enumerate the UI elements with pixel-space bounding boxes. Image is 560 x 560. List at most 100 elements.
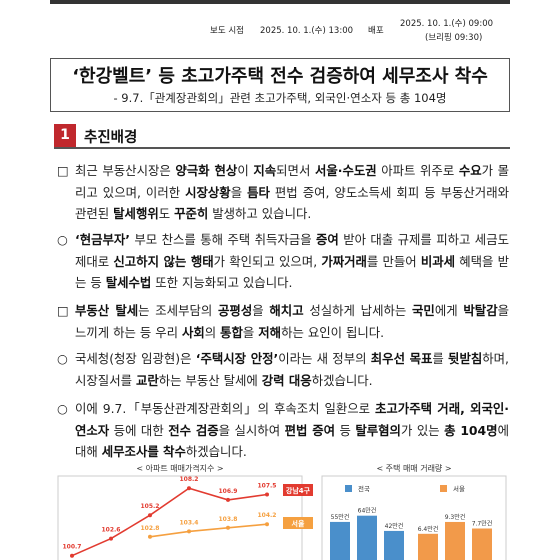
text-run: ‘현금부자’ [75,232,131,247]
briefing-time: (브리핑 09:30) [425,33,483,43]
text-run: 발생하고 있습니다. [208,206,312,221]
distribution-time: 2025. 10. 1.(수) 09:00 [400,19,494,29]
data-label: 55만건 [331,513,350,521]
text-run: 서울·수도권 [314,163,377,178]
data-label: 64만건 [358,507,377,515]
text-run: 탈세행위 [113,206,159,221]
data-label: 9.3만건 [445,513,466,521]
point [265,492,269,497]
paragraph-text: 최근 부동산시장은 양극화 현상이 지속되면서 서울·수도권 아파트 위주로 수… [75,160,509,225]
text-run: 신고하지 않는 행태 [113,253,214,269]
legend-label: 전국 [358,484,370,493]
text-run: 꾸준히 [174,206,209,221]
point [148,513,152,518]
text-run: 등 [335,422,356,438]
data-label: 103.8 [219,516,238,523]
text-run: 공평성 [218,303,253,318]
point [265,522,269,527]
text-run: 하는 요인이 됩니다. [281,324,385,340]
text-run: 에게 [434,303,464,318]
bullet: ○ [57,401,68,416]
text-run: 틈타 [247,184,270,200]
bullet: □ [57,303,69,318]
bar [357,515,377,560]
text-run: 이에 9.7.「부동산관계장관회의」의 후속조치 일환으로 [75,401,375,416]
bar [445,521,465,560]
data-label: 100.7 [63,544,82,551]
point [109,536,113,541]
text-run: 가 몰리고 있으며, 이러한 [75,163,510,200]
section-rule [54,147,510,149]
figure-title: < 주택 매매 거래량 > [376,463,451,473]
text-run: ‘주택시장 안정’ [195,351,279,366]
text-run: 강력 대응 [261,372,312,388]
bar [418,533,438,560]
point [226,525,230,530]
text-run: 편법 증여 [284,422,336,438]
data-label: 7.7만건 [472,520,493,528]
point [187,486,191,491]
text-run: 시장상황 [185,184,231,200]
legend-swatch [283,517,313,529]
text-run: 증여 [316,232,339,247]
paragraph-text: 부동산 탈세는 조세부담의 공평성을 해치고 성실하게 납세하는 국민에게 박탈… [75,300,509,343]
data-label: 106.9 [219,488,238,495]
text-run: 을 [252,303,270,318]
text-run: 뒷받침 [448,351,483,366]
text-run: 를 [432,351,449,366]
text-run: 수요 [458,163,482,178]
text-run: 을 [230,184,248,200]
release-time: 2025. 10. 1.(수) 13:00 [260,26,354,36]
text-run: 양극화 현상 [175,163,238,178]
paragraph-text: ‘현금부자’ 부모 찬스를 통해 주택 취득자금을 증여 받아 대출 규제를 피… [75,229,509,294]
text-run: 편법 증여, 양도소득세 회피 등 부동산거래와 관련된 [75,184,509,222]
paragraph: □ 최근 부동산시장은 양극화 현상이 지속되면서 서울·수도권 아파트 위주로 … [57,160,509,225]
figure-frame [57,475,303,560]
text-run: 최우선 목표 [370,351,433,366]
legend-swatch [440,485,447,492]
series-line [149,523,268,538]
data-label: 102.8 [141,525,160,532]
text-run: 을 실시하여 [218,422,285,438]
data-label: 42만건 [385,522,404,530]
text-run: 해치고 [269,303,304,318]
text-run: 총 104명 [444,422,498,438]
bar [384,530,404,560]
title: ‘한강벨트’ 등 초고가주택 전수 검증하여 세무조사 착수 [72,66,488,87]
text-run: 저해 [258,324,282,340]
figure-title: < 아파트 매매가격지수 > [136,463,223,473]
text-run: 받아 대출 규제를 피하고 세금도 제대로 [75,232,509,269]
point [187,529,191,534]
text-run: 부모 찬스를 통해 주택 취득자금을 [130,232,316,247]
bullet: □ [57,163,69,178]
text-run: 국민 [412,303,435,318]
text-run: 을 느끼게 하는 등 우리 [75,303,509,340]
text-run: 는 조세부담의 [138,303,219,318]
text-run: 전수 검증 [168,422,219,438]
legend-label: 서울 [453,484,465,493]
text-run: 이 [237,163,254,178]
section-title: 추진배경 [84,130,138,146]
bar [472,528,492,560]
data-label: 107.5 [258,483,277,490]
text-run: 세무조사를 착수 [101,444,186,459]
text-run: 하는 부동산 탈세에 [158,372,262,388]
point [226,497,230,502]
text-run: 가 있는 [400,422,445,438]
text-run: 최근 부동산시장은 [75,163,176,178]
paragraph: ○ 국세청(청장 임광현)은 ‘주택시장 안정’이라는 새 정부의 최우선 목표를… [57,348,509,391]
text-run: 을 [242,324,259,340]
text-run: 탈세수법 [105,275,152,290]
text-run: 또한 지능화되고 있습니다. [151,275,293,290]
point [70,553,74,558]
text-run: 이라는 새 정부의 [278,351,371,366]
legend-swatch [345,485,352,492]
text-run: 국세청(청장 임광현)은 [75,351,196,366]
text-run: 등에 대한 [109,422,169,438]
legend-swatch [283,484,313,496]
data-label: 103.4 [180,519,199,526]
paragraph: □ 부동산 탈세는 조세부담의 공평성을 해치고 성실하게 납세하는 국민에게 박… [57,300,509,343]
text-run: 하겠습니다. [311,372,373,388]
